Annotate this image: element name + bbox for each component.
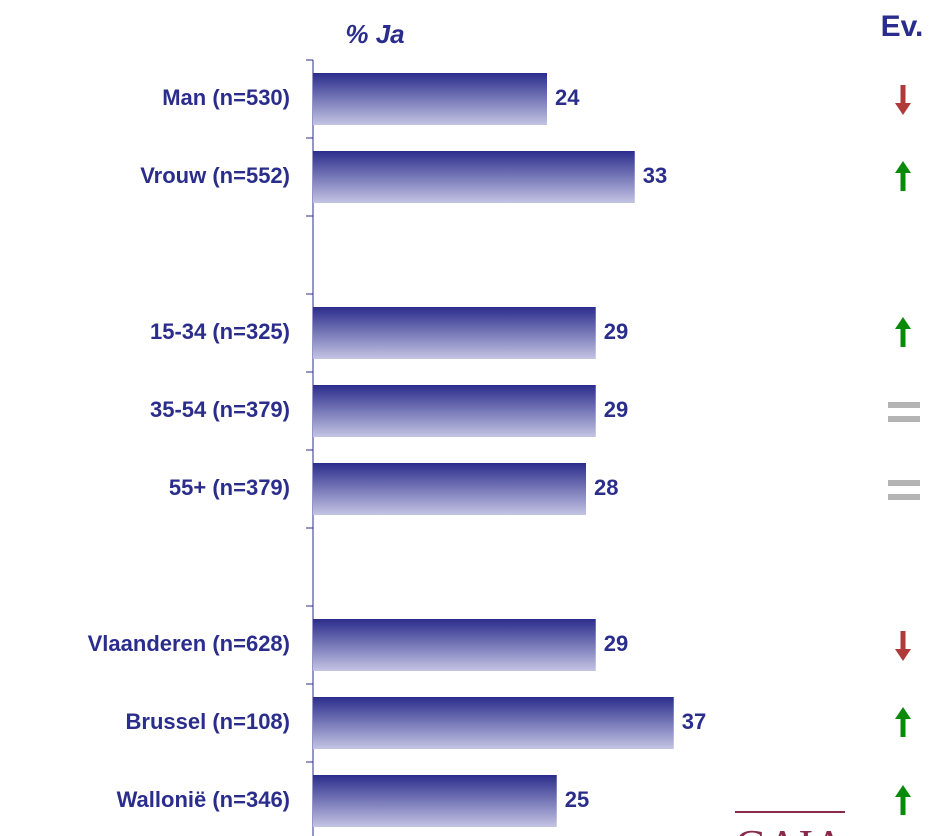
bar: [313, 619, 596, 671]
y-tick-label: 15-34 (n=325): [150, 319, 290, 344]
bar: [313, 463, 586, 515]
bar: [313, 307, 596, 359]
trend-equal: [888, 480, 920, 486]
bar: [313, 697, 674, 749]
y-tick-label: Vlaanderen (n=628): [88, 631, 290, 656]
trend-equal: [888, 416, 920, 422]
trend-up: [895, 785, 911, 815]
bar: [313, 73, 547, 125]
x-axis-label: % Ja: [345, 19, 404, 49]
logo: GAIA: [735, 821, 845, 836]
bar: [313, 151, 635, 203]
value-label: 29: [604, 397, 628, 422]
trend-down: [895, 631, 911, 661]
bar: [313, 775, 557, 827]
trend-equal: [888, 402, 920, 408]
trend-up: [895, 161, 911, 191]
value-label: 25: [565, 787, 589, 812]
value-label: 29: [604, 631, 628, 656]
y-tick-label: 35-54 (n=379): [150, 397, 290, 422]
value-label: 29: [604, 319, 628, 344]
value-label: 37: [682, 709, 706, 734]
value-label: 28: [594, 475, 618, 500]
y-tick-label: Wallonië (n=346): [117, 787, 290, 812]
trend-equal: [888, 494, 920, 500]
trend-down: [895, 85, 911, 115]
trend-title: Ev.: [881, 10, 924, 43]
y-tick-label: Brussel (n=108): [126, 709, 290, 734]
bar: [313, 385, 596, 437]
y-tick-label: Man (n=530): [162, 85, 290, 110]
y-tick-label: Vrouw (n=552): [140, 163, 290, 188]
value-label: 33: [643, 163, 667, 188]
trend-up: [895, 317, 911, 347]
trend-up: [895, 707, 911, 737]
value-label: 24: [555, 85, 580, 110]
y-tick-label: 55+ (n=379): [169, 475, 290, 500]
